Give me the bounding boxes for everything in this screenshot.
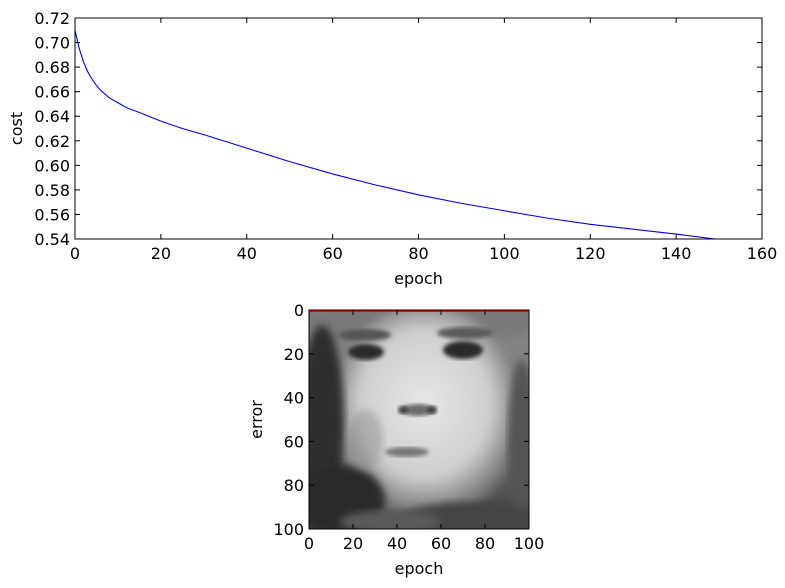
cost-y-tick-label: 0.62	[34, 132, 70, 151]
cost-y-tick-label: 0.72	[34, 9, 70, 28]
cost-x-tick-label: 140	[661, 244, 692, 263]
image-plot-frame	[308, 309, 530, 530]
image-y-tick-label: 20	[284, 345, 304, 364]
cost-x-tick-label: 0	[70, 244, 80, 263]
image-y-tick-label: 0	[294, 301, 304, 320]
cost-ticks: 0 20 40 60 80 100 120 140 160 0.54 0.56 0.58 0.60 0.6…	[34, 9, 777, 263]
cost-y-tick-label: 0.64	[34, 107, 70, 126]
cost-x-tick-label: 40	[237, 244, 257, 263]
image-x-tick-label: 20	[343, 534, 363, 553]
cost-y-tick-label: 0.60	[34, 156, 70, 175]
image-y-tick-label: 60	[284, 432, 304, 451]
face-image	[309, 310, 529, 529]
cost-x-tick-label: 20	[151, 244, 171, 263]
image-y-tick-label: 80	[284, 476, 304, 495]
cost-x-tick-label: 100	[489, 244, 520, 263]
cost-x-tick-label: 160	[747, 244, 778, 263]
cost-series-line	[74, 30, 715, 240]
cost-y-tick-label: 0.66	[34, 83, 70, 102]
cost-x-tick-label: 120	[575, 244, 606, 263]
image-x-tick-label: 60	[431, 534, 451, 553]
image-y-axis-label: error	[247, 400, 266, 439]
cost-x-axis-label: epoch	[394, 269, 443, 288]
cost-plot-frame	[74, 17, 763, 240]
image-x-tick-label: 0	[304, 534, 314, 553]
cost-y-tick-label: 0.70	[34, 34, 70, 53]
cost-y-axis-label: cost	[7, 112, 26, 145]
cost-plot: 0 20 40 60 80 100 120 140 160 0.54 0.56 0.58 0.60 0.6…	[7, 9, 777, 288]
cost-y-tick-label: 0.58	[34, 181, 70, 200]
cost-y-tick-label: 0.54	[34, 230, 70, 249]
image-x-tick-label: 100	[514, 534, 545, 553]
cost-y-tick-label: 0.56	[34, 205, 70, 224]
image-x-axis-label: epoch	[395, 559, 444, 578]
image-x-tick-label: 40	[387, 534, 407, 553]
image-x-tick-label: 80	[475, 534, 495, 553]
cost-x-tick-label: 60	[322, 244, 342, 263]
image-y-tick-label: 100	[273, 520, 304, 539]
cost-x-tick-label: 80	[408, 244, 428, 263]
cost-y-tick-label: 0.68	[34, 58, 70, 77]
image-y-tick-label: 40	[284, 389, 304, 408]
